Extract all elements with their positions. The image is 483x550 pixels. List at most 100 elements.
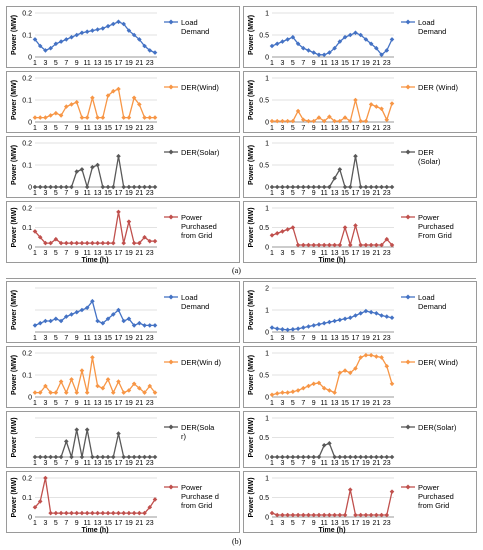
data-point bbox=[43, 48, 48, 53]
legend-label: Purchased bbox=[418, 222, 454, 231]
data-point bbox=[311, 184, 317, 190]
data-point bbox=[110, 454, 116, 460]
x-tick-label: 19 bbox=[362, 190, 370, 197]
legend-label: Load bbox=[181, 18, 198, 27]
legend-marker bbox=[168, 294, 174, 300]
x-tick-label: 7 bbox=[64, 520, 68, 527]
data-point bbox=[342, 225, 348, 230]
data-point bbox=[43, 115, 48, 120]
x-tick-label: 21 bbox=[135, 60, 143, 67]
legend-marker bbox=[405, 294, 411, 300]
data-point bbox=[374, 354, 379, 359]
y-tick-label: 0.1 bbox=[22, 98, 32, 105]
x-tick-label: 17 bbox=[115, 335, 123, 342]
x-tick-label: 1 bbox=[270, 400, 274, 407]
x-tick-label: 23 bbox=[383, 60, 391, 67]
data-point bbox=[90, 454, 95, 460]
data-point bbox=[137, 37, 142, 42]
data-point bbox=[347, 32, 353, 38]
data-point bbox=[95, 318, 100, 324]
data-point bbox=[37, 454, 43, 460]
legend-marker bbox=[168, 484, 174, 490]
data-point bbox=[74, 510, 80, 516]
legend-label: DER(Wind) bbox=[181, 83, 219, 92]
x-tick-label: 21 bbox=[372, 60, 380, 67]
data-point bbox=[53, 41, 59, 47]
data-point bbox=[142, 115, 147, 120]
data-point bbox=[105, 240, 111, 246]
x-axis-label: Time (h) bbox=[81, 257, 108, 264]
y-axis-label: Power (MW) bbox=[11, 80, 18, 120]
data-point bbox=[37, 320, 43, 326]
x-tick-label: 1 bbox=[33, 520, 37, 527]
data-point bbox=[295, 184, 301, 190]
data-point bbox=[48, 45, 53, 51]
x-tick-label: 21 bbox=[372, 460, 380, 467]
y-tick-label: 0.5 bbox=[259, 98, 269, 105]
data-point bbox=[358, 454, 363, 460]
x-tick-label: 19 bbox=[125, 250, 133, 257]
x-tick-label: 15 bbox=[341, 125, 349, 132]
x-tick-label: 9 bbox=[75, 335, 79, 342]
x-tick-label: 17 bbox=[352, 335, 360, 342]
series-line bbox=[34, 477, 156, 514]
y-tick-label: 0.1 bbox=[22, 33, 32, 40]
data-point bbox=[69, 184, 74, 190]
x-tick-label: 19 bbox=[362, 60, 370, 67]
data-point bbox=[58, 510, 64, 516]
data-point bbox=[374, 242, 379, 248]
x-tick-label: 21 bbox=[372, 400, 380, 407]
chart-b-solar-right: Power (MW) 0 0.5 1 1 3 5 7 9 11 13 15 17 19 21 23 DER(So… bbox=[243, 411, 477, 468]
legend-label: Load bbox=[418, 293, 435, 302]
y-tick-label: 1 bbox=[265, 141, 269, 148]
data-point bbox=[363, 454, 369, 460]
y-tick-label: 0.1 bbox=[22, 495, 32, 502]
legend-marker bbox=[405, 484, 411, 490]
x-tick-label: 5 bbox=[54, 190, 58, 197]
x-tick-label: 7 bbox=[301, 125, 305, 132]
data-point bbox=[137, 240, 142, 246]
x-tick-label: 23 bbox=[383, 400, 391, 407]
data-point bbox=[74, 99, 80, 105]
data-point bbox=[100, 454, 106, 460]
x-tick-label: 21 bbox=[372, 125, 380, 132]
y-tick-label: 0 bbox=[265, 120, 269, 127]
data-point bbox=[363, 118, 369, 124]
legend-marker bbox=[405, 214, 411, 220]
data-point bbox=[32, 390, 38, 395]
y-tick-label: 0 bbox=[28, 515, 32, 522]
data-point bbox=[105, 510, 111, 516]
data-point bbox=[269, 43, 275, 49]
data-point bbox=[116, 510, 121, 516]
data-point bbox=[353, 512, 358, 518]
data-point bbox=[126, 219, 132, 224]
data-point bbox=[311, 381, 317, 387]
x-tick-label: 5 bbox=[291, 125, 295, 132]
data-point bbox=[105, 454, 111, 460]
x-tick-label: 21 bbox=[135, 520, 143, 527]
data-point bbox=[368, 184, 374, 190]
data-point bbox=[90, 510, 95, 516]
y-tick-label: 0.2 bbox=[22, 476, 32, 483]
y-tick-label: 0.5 bbox=[259, 225, 269, 232]
x-tick-label: 13 bbox=[331, 460, 339, 467]
x-tick-label: 19 bbox=[125, 335, 133, 342]
data-point bbox=[290, 184, 296, 190]
data-point bbox=[116, 19, 121, 25]
x-tick-label: 23 bbox=[146, 190, 154, 197]
x-tick-label: 1 bbox=[33, 400, 37, 407]
x-tick-label: 1 bbox=[270, 190, 274, 197]
chart-a-load-right: Power (MW) 0 0.5 1 1 3 5 7 9 11 13 15 17 19 21 23 Load De… bbox=[243, 6, 477, 68]
x-tick-label: 7 bbox=[64, 60, 68, 67]
legend-label: (Solar) bbox=[418, 157, 441, 166]
data-point bbox=[290, 34, 296, 40]
data-point bbox=[311, 512, 317, 518]
data-point bbox=[110, 21, 116, 27]
data-point bbox=[269, 454, 275, 460]
data-point bbox=[321, 184, 327, 190]
data-point bbox=[110, 510, 116, 516]
figure-divider bbox=[6, 278, 476, 279]
legend-marker bbox=[405, 19, 411, 25]
x-axis-label: Time (h) bbox=[81, 527, 108, 534]
data-point bbox=[280, 184, 285, 190]
